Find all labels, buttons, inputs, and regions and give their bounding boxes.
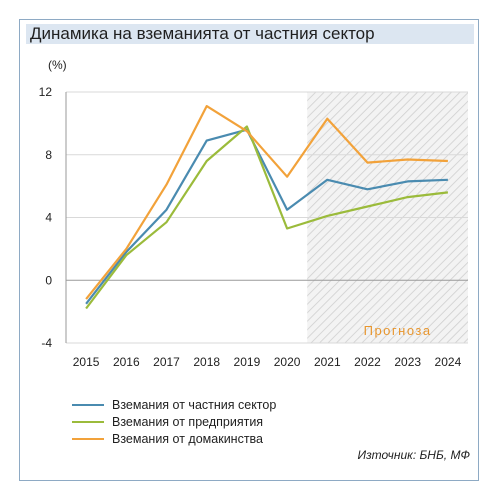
forecast-label: Прогноза — [364, 323, 432, 338]
chart-legend: Вземания от частния сектор Вземания от пр… — [72, 396, 276, 447]
legend-label: Вземания от частния сектор — [112, 397, 277, 412]
x-tick-label: 2016 — [113, 355, 140, 369]
chart-title: Динамика на вземанията от частния сектор — [30, 24, 375, 43]
legend-item: Вземания от домакинства — [72, 430, 276, 447]
legend-swatch — [72, 403, 104, 406]
series-line — [85, 125, 449, 310]
y-tick-label: -4 — [41, 336, 52, 350]
x-tick-label: 2020 — [274, 355, 301, 369]
x-tick-label: 2018 — [193, 355, 220, 369]
x-tick-label: 2017 — [153, 355, 180, 369]
series-line — [85, 104, 448, 300]
y-tick-label: 0 — [45, 273, 52, 287]
legend-swatch — [72, 437, 104, 440]
legend-label: Вземания от домакинства — [112, 431, 264, 446]
series-line — [85, 128, 448, 305]
y-tick-label: 8 — [45, 148, 52, 162]
legend-item: Вземания от частния сектор — [72, 396, 276, 413]
y-tick-label: 4 — [45, 211, 52, 225]
legend-swatch — [72, 420, 104, 423]
y-tick-label: 12 — [39, 85, 53, 99]
x-tick-label: 2023 — [394, 355, 421, 369]
x-tick-label: 2024 — [435, 355, 462, 369]
source-note: Източник: БНБ, МФ — [357, 448, 470, 462]
legend-item: Вземания от предприятия — [72, 413, 276, 430]
x-tick-label: 2021 — [314, 355, 341, 369]
y-axis-label: (%) — [48, 58, 67, 72]
x-tick-label: 2019 — [234, 355, 261, 369]
x-tick-label: 2022 — [354, 355, 381, 369]
x-tick-label: 2015 — [73, 355, 100, 369]
legend-label: Вземания от предприятия — [112, 414, 264, 429]
title-bar — [26, 24, 474, 44]
